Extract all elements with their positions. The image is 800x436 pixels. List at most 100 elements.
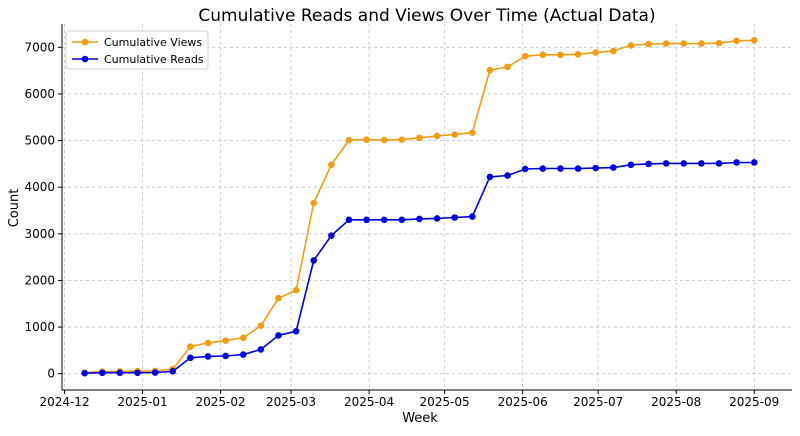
series-reads-line (84, 161, 755, 374)
y-tick-label: 4000 (24, 180, 55, 194)
series-layer (81, 37, 758, 377)
legend-reads-marker (81, 55, 89, 63)
series-reads-point (416, 215, 423, 223)
series-views-point (363, 136, 370, 143)
series-views-point (292, 286, 300, 294)
series-reads-point (204, 353, 212, 360)
series-views-point (609, 47, 617, 55)
series-reads-point (275, 332, 282, 339)
series-reads-point (662, 160, 670, 167)
y-axis-label: Count (7, 189, 22, 228)
series-reads-point (433, 215, 441, 222)
series-reads-point (81, 369, 88, 377)
legend-box (65, 30, 209, 70)
series-views-line (84, 39, 755, 374)
series-views-point (469, 129, 476, 136)
series-reads-point (292, 327, 300, 335)
legend: Cumulative Views Cumulative Reads (65, 30, 209, 70)
series-reads-point (715, 160, 723, 167)
series-reads-point (539, 165, 547, 172)
chart-title: Cumulative Reads and Views Over Time (Ac… (198, 6, 655, 26)
legend-views-marker (81, 38, 89, 46)
series-reads-point (592, 164, 599, 172)
series-views-point (451, 131, 458, 138)
series-views-point (310, 199, 318, 207)
x-tick-label: 2025-06 (498, 395, 548, 409)
series-reads-point (328, 232, 335, 239)
x-tick-label: 2025-04 (344, 395, 394, 409)
series-reads-point (521, 165, 529, 173)
y-ticks: 0 1000 2000 3000 4000 5000 6000 7000 (24, 40, 62, 381)
series-views (81, 37, 758, 377)
x-ticks: 2024-12 2025-01 2025-02 2025-03 2025-04 2025-… (39, 390, 779, 409)
series-reads-point (574, 165, 582, 172)
series-reads-point (345, 216, 353, 224)
y-tick-label: 0 (47, 367, 55, 381)
series-reads-point (733, 159, 740, 166)
series-views-point (345, 136, 353, 144)
series-views-point (521, 52, 529, 60)
series-reads-point (134, 369, 141, 377)
y-tick-label: 1000 (24, 320, 55, 334)
series-reads-point (239, 351, 247, 358)
series-views-point (486, 66, 494, 74)
series-reads-point (698, 160, 705, 167)
series-views-point (733, 37, 740, 45)
series-views-point (574, 51, 582, 58)
y-tick-label: 3000 (24, 227, 55, 241)
series-views-point (504, 63, 511, 71)
x-tick-label: 2025-01 (117, 395, 167, 409)
series-views-point (328, 161, 335, 169)
x-tick-label: 2024-12 (39, 395, 89, 409)
series-reads-point (557, 165, 564, 172)
series-reads-point (609, 164, 617, 171)
y-tick-label: 6000 (24, 87, 55, 101)
series-views-point (187, 343, 194, 350)
x-tick-label: 2025-05 (420, 395, 470, 409)
series-views-point (380, 136, 388, 144)
y-tick-label: 7000 (24, 40, 55, 54)
series-views-point (416, 134, 423, 142)
series-reads-point (310, 257, 318, 264)
series-reads-point (363, 216, 370, 224)
series-reads-point (469, 213, 476, 220)
series-reads-point (98, 369, 106, 377)
legend-reads-label: Cumulative Reads (104, 53, 204, 66)
series-views-point (750, 37, 758, 44)
series-views-point (557, 51, 564, 59)
series-reads-point (750, 159, 758, 166)
series-reads-point (169, 368, 177, 375)
series-views-point (239, 334, 247, 342)
x-tick-label: 2025-02 (196, 395, 246, 409)
x-tick-label: 2025-09 (729, 395, 779, 409)
x-axis-label: Week (402, 411, 438, 426)
series-reads-point (627, 161, 635, 169)
series-reads-point (116, 369, 124, 377)
x-tick-label: 2025-03 (266, 395, 316, 409)
series-reads-point (398, 216, 406, 224)
series-views-point (433, 132, 441, 140)
y-tick-label: 5000 (24, 134, 55, 148)
series-views-point (592, 49, 599, 56)
series-views-point (627, 42, 635, 49)
series-views-point (662, 40, 670, 47)
axes (61, 24, 792, 391)
grid (62, 24, 792, 390)
series-views-point (204, 339, 212, 347)
series-views-point (275, 294, 282, 302)
series-reads-point (504, 172, 511, 179)
series-views-point (398, 136, 406, 143)
series-reads (81, 159, 758, 377)
series-views-point (715, 39, 723, 47)
series-reads-point (451, 214, 458, 221)
series-reads-point (380, 216, 388, 224)
series-views-point (645, 40, 652, 48)
y-tick-label: 2000 (24, 273, 55, 287)
series-reads-point (486, 173, 494, 181)
series-reads-point (645, 160, 652, 168)
series-reads-point (257, 346, 265, 353)
series-views-point (680, 40, 688, 47)
x-tick-label: 2025-07 (573, 395, 623, 409)
